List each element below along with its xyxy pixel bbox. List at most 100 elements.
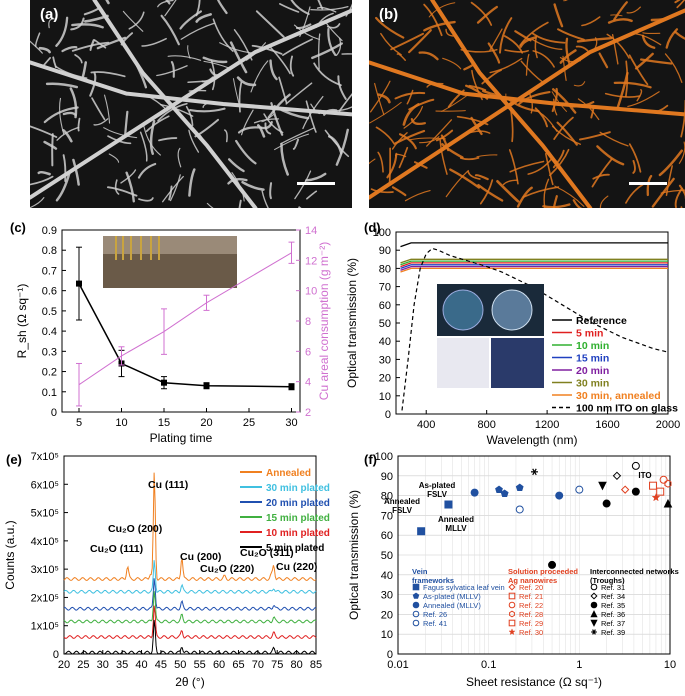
minor-vein <box>665 28 679 49</box>
minor-vein <box>41 57 52 68</box>
x-tick-label: 15 <box>158 417 170 429</box>
minor-vein <box>632 159 636 174</box>
minor-vein <box>531 38 563 50</box>
minor-vein <box>195 13 212 23</box>
y2-tick-label: 10 <box>305 286 317 298</box>
minor-vein <box>141 37 167 47</box>
minor-vein <box>62 129 73 143</box>
minor-vein <box>674 0 681 4</box>
minor-vein <box>324 129 350 158</box>
data-point <box>590 601 598 609</box>
data-point <box>508 592 516 600</box>
minor-vein <box>509 160 545 173</box>
x-tick-label: 10 <box>664 659 676 671</box>
x-tick-label: 70 <box>252 659 264 671</box>
minor-vein <box>302 95 324 130</box>
minor-vein <box>206 202 214 208</box>
minor-vein <box>519 36 537 48</box>
minor-vein <box>335 128 349 166</box>
minor-vein <box>236 76 257 87</box>
minor-vein <box>305 100 317 133</box>
data-point <box>161 379 167 386</box>
data-point <box>470 488 479 497</box>
y2-tick-label: 8 <box>305 316 311 328</box>
minor-vein <box>489 57 523 74</box>
minor-vein <box>224 129 228 143</box>
minor-vein <box>114 179 120 195</box>
data-point <box>590 583 598 591</box>
minor-vein <box>516 186 533 208</box>
legend-label: Ref. 30 <box>519 628 543 637</box>
annotation-line: Annealed <box>384 497 420 506</box>
x-tick-label: 45 <box>155 659 167 671</box>
data-point <box>555 491 564 500</box>
minor-vein <box>477 183 504 202</box>
legend-group-line: Vein <box>412 567 428 576</box>
series-line <box>400 264 668 270</box>
y-tick-label: 40 <box>381 570 393 582</box>
minor-vein <box>156 65 188 77</box>
minor-vein <box>456 115 489 126</box>
minor-vein <box>315 12 334 28</box>
minor-vein <box>120 32 134 46</box>
minor-vein <box>105 0 110 5</box>
legend-label: Ref. 39 <box>601 628 625 637</box>
minor-vein <box>327 27 337 56</box>
legend-group-line: Interconnected networks <box>590 567 679 576</box>
annotation-label: As-plated FSLV <box>419 481 456 499</box>
data-point <box>530 468 538 476</box>
minor-vein <box>408 29 432 54</box>
series-line <box>64 578 317 611</box>
y-tick-label: 0.6 <box>42 286 57 298</box>
y-tick-label: 0.8 <box>42 245 57 257</box>
y-axis-label: Optical transmission (%) <box>345 258 359 388</box>
minor-vein <box>625 183 645 204</box>
x-tick-label: 65 <box>232 659 244 671</box>
minor-vein <box>496 180 520 203</box>
minor-vein <box>487 42 501 64</box>
minor-vein <box>552 195 558 208</box>
minor-vein <box>463 63 475 71</box>
minor-vein <box>137 162 157 179</box>
legend-label: 15 min plated <box>266 513 330 524</box>
data-point <box>412 583 420 591</box>
inset-electrode <box>150 236 152 260</box>
x-tick-label: 20 <box>200 417 212 429</box>
data-point <box>444 500 453 509</box>
minor-vein <box>139 131 148 162</box>
minor-vein <box>240 109 254 136</box>
peak-label: Cu₂O (111) <box>90 543 143 555</box>
series-line <box>78 283 292 388</box>
annotation-line: Annealed <box>438 515 474 524</box>
minor-vein <box>613 1 628 21</box>
y-tick-label: 70 <box>379 282 391 294</box>
data-point <box>659 475 668 484</box>
minor-vein <box>678 141 685 164</box>
y-tick-label: 0.9 <box>42 225 57 237</box>
y-tick-label: 0 <box>51 407 57 419</box>
minor-vein <box>194 118 220 138</box>
minor-vein <box>264 122 272 135</box>
data-point <box>412 601 420 609</box>
minor-vein <box>636 89 643 102</box>
x-tick-label: 1 <box>576 659 582 671</box>
x-axis-label: 2θ (°) <box>175 675 204 689</box>
data-point <box>649 481 658 490</box>
minor-vein <box>394 91 426 100</box>
minor-vein <box>238 199 242 208</box>
leaf-vein-micrograph-b: (b) <box>369 0 685 208</box>
minor-vein <box>157 102 188 122</box>
minor-vein <box>375 126 396 145</box>
minor-vein <box>426 82 444 88</box>
minor-vein <box>676 0 685 9</box>
legend-label: Ref. 31 <box>601 583 625 592</box>
minor-vein <box>542 203 571 208</box>
legend-group-title: Vein frameworks <box>412 567 454 585</box>
minor-vein <box>559 57 581 63</box>
minor-vein <box>369 101 402 124</box>
chart-transmission-vs-sheet-resistance: (f)0.01 0.1 1 100102030405060708090100Sheet… <box>347 451 679 689</box>
vein-network-a <box>30 0 352 208</box>
data-point <box>515 483 524 491</box>
data-point <box>288 383 295 390</box>
minor-vein <box>394 129 426 145</box>
